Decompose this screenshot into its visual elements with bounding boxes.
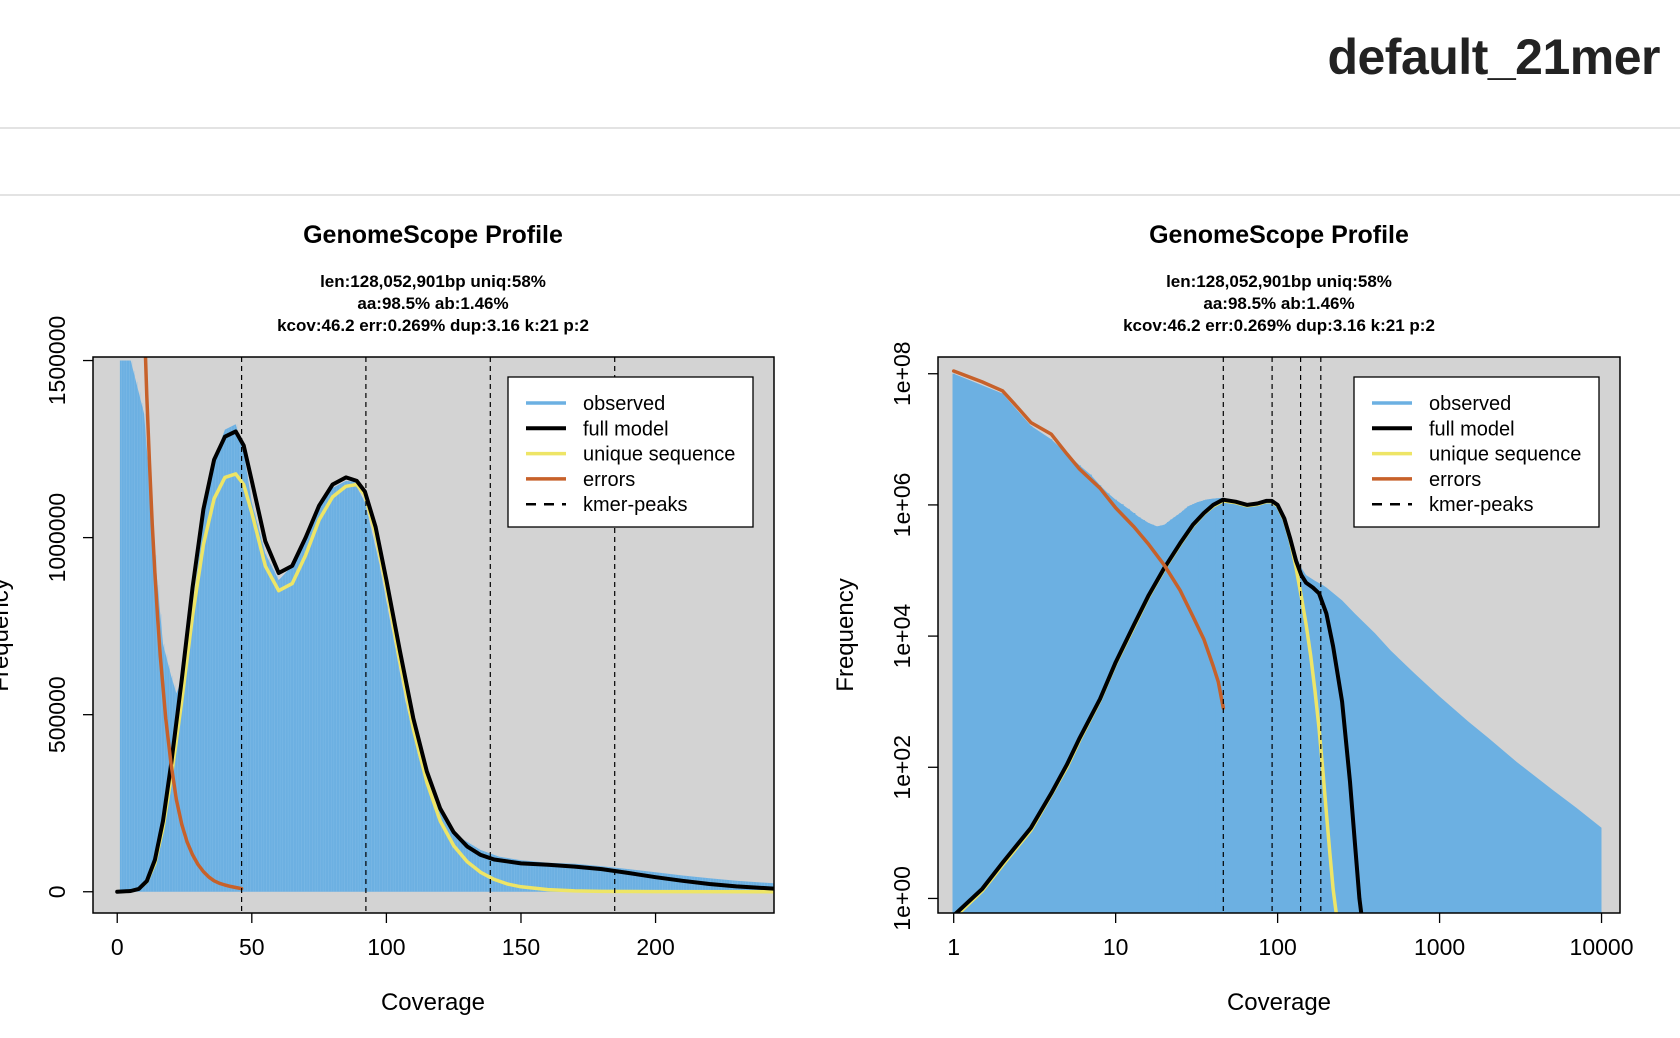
header-divider — [0, 127, 1680, 129]
legend-label: errors — [1429, 469, 1481, 491]
page-title: default_21mer — [1327, 29, 1660, 85]
legend-label: observed — [583, 393, 665, 415]
x-axis-label: Coverage — [1227, 989, 1331, 1016]
legend-label: full model — [583, 418, 669, 440]
plot-border — [937, 356, 1621, 914]
page-header: default_21mer — [0, 0, 1680, 128]
y-tick-label: 0 — [44, 885, 70, 898]
y-axis: 0 500000 1000000 1500000 Frequency — [0, 316, 93, 898]
y-tick-label: 1e+04 — [889, 604, 915, 669]
plot-area — [115, 357, 774, 913]
y-tick-label: 1e+06 — [889, 473, 915, 538]
x-tick-label: 200 — [636, 934, 674, 960]
section-divider — [0, 194, 1680, 196]
x-tick-label: 0 — [111, 934, 124, 960]
y-axis: 1e+00 1e+02 1e+04 1e+06 1e+08 Frequency — [832, 341, 938, 931]
legend: observed full model unique sequence errors k… — [507, 376, 754, 528]
plot-area — [951, 357, 1602, 913]
x-tick-label: 10 — [1103, 934, 1129, 960]
x-axis-label: Coverage — [381, 989, 485, 1016]
y-tick-label: 1e+00 — [889, 866, 915, 931]
x-tick-label: 50 — [239, 934, 265, 960]
x-tick-label: 10000 — [1570, 934, 1634, 960]
chart-subtitle-line: aa:98.5% ab:1.46% — [1203, 294, 1354, 313]
errors-line — [951, 369, 1226, 710]
full-model-line — [953, 497, 1364, 913]
legend: observed full model unique sequence errors k… — [1353, 376, 1600, 528]
chart-subtitle-line: kcov:46.2 err:0.269% dup:3.16 k:21 p:2 — [1123, 316, 1435, 335]
chart-2: 1 10 100 1000 10000Coverage1e+001e+021e+041e… — [832, 221, 1634, 1016]
chart-subtitle-line: len:128,052,901bp uniq:58% — [1166, 272, 1392, 291]
y-tick-label: 500000 — [44, 676, 70, 753]
x-axis: 0 50 100 150 200 Coverage — [111, 913, 675, 1016]
x-tick-label: 100 — [367, 934, 405, 960]
chart-title: GenomeScope Profile — [303, 221, 563, 249]
observed-bars — [121, 360, 773, 892]
y-tick-label: 1e+08 — [889, 341, 915, 406]
legend-label: kmer-peaks — [583, 494, 687, 516]
y-tick-label: 1e+02 — [889, 735, 915, 800]
chart-1: 0 50 100 150 200 Coverage 0 500000 1000000 150000… — [0, 221, 775, 1016]
x-tick-label: 1000 — [1414, 934, 1465, 960]
errors-line — [143, 357, 244, 891]
full-model-line — [115, 429, 774, 894]
legend-label: unique sequence — [583, 444, 735, 466]
legend-label: full model — [1429, 418, 1515, 440]
x-tick-label: 1 — [947, 934, 960, 960]
chart-subtitle-line: aa:98.5% ab:1.46% — [357, 294, 508, 313]
y-axis-label: Frequency — [0, 578, 14, 691]
legend-label: errors — [583, 469, 635, 491]
x-tick-label: 150 — [502, 934, 540, 960]
x-tick-label: 100 — [1258, 934, 1296, 960]
legend-label: observed — [1429, 393, 1511, 415]
unique-sequence-line — [115, 472, 774, 894]
x-axis: 1 10 100 1000 10000 Coverage — [947, 913, 1634, 1016]
chart-subtitle-line: len:128,052,901bp uniq:58% — [320, 272, 546, 291]
plot-border — [92, 356, 775, 914]
y-axis-label: Frequency — [832, 578, 859, 691]
chart-title: GenomeScope Profile — [1149, 221, 1409, 249]
y-tick-label: 1500000 — [44, 316, 70, 406]
observed-area — [119, 360, 774, 892]
y-tick-label: 1000000 — [44, 493, 70, 583]
legend-label: unique sequence — [1429, 444, 1581, 466]
legend-label: kmer-peaks — [1429, 494, 1533, 516]
observed-spikes — [952, 373, 1230, 913]
chart-subtitle-line: kcov:46.2 err:0.269% dup:3.16 k:21 p:2 — [277, 316, 589, 335]
